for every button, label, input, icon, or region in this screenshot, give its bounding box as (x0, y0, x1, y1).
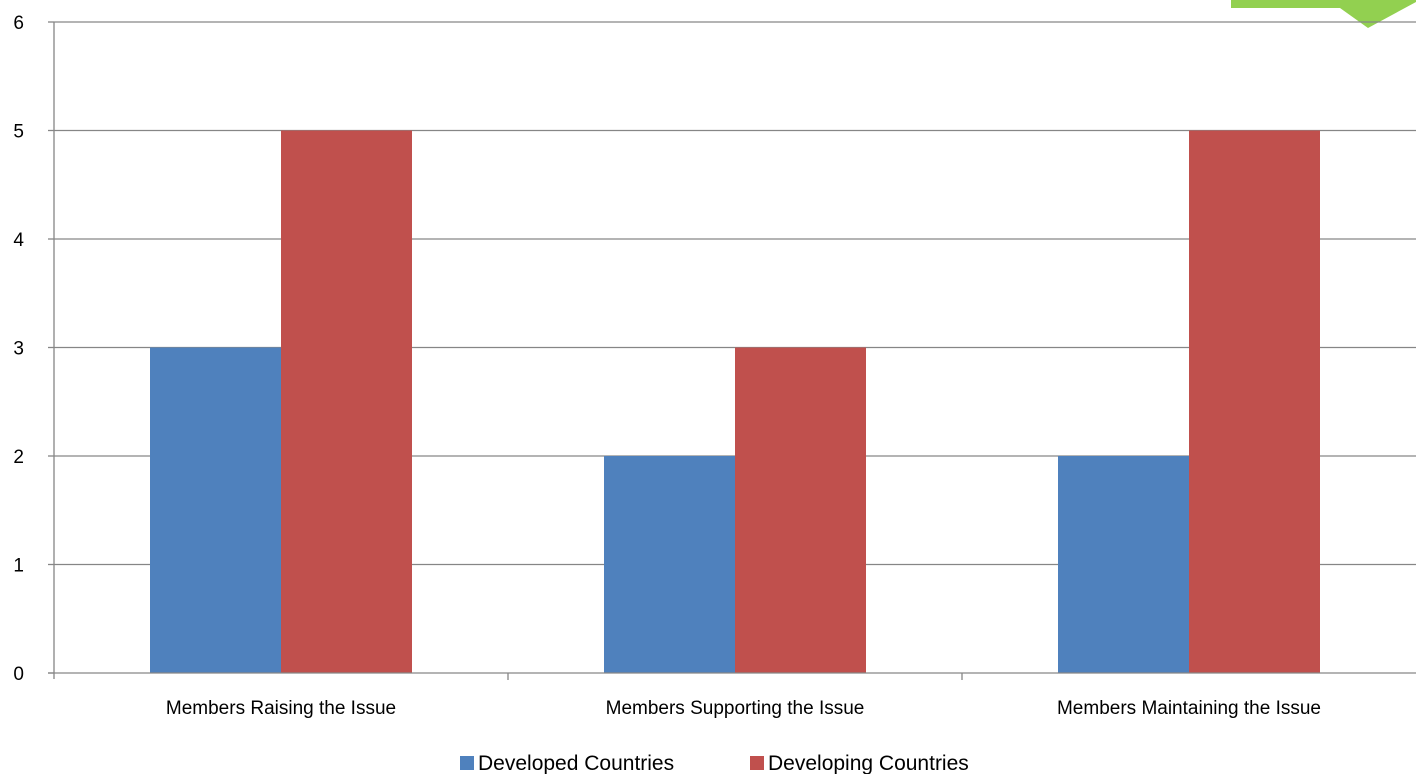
y-tick-label: 5 (13, 122, 24, 143)
legend-label: Developed Countries (478, 752, 674, 774)
y-tick-label: 2 (13, 447, 24, 468)
legend-swatch (460, 756, 474, 770)
y-tick-label: 4 (13, 230, 24, 251)
bar (1058, 456, 1189, 673)
y-tick-label: 3 (13, 339, 24, 360)
y-tick-label: 6 (13, 13, 24, 34)
legend-label: Developing Countries (768, 752, 969, 774)
legend-swatch (750, 756, 764, 770)
bar (1189, 130, 1320, 673)
x-category-label: Members Supporting the Issue (606, 698, 865, 719)
bar (604, 456, 735, 673)
bar (735, 347, 866, 673)
x-category-label: Members Maintaining the Issue (1057, 698, 1321, 719)
y-tick-label: 0 (13, 664, 24, 685)
green-arrow-shape (1231, 0, 1416, 28)
x-category-label: Members Raising the Issue (166, 698, 396, 719)
y-tick-label: 1 (13, 556, 24, 577)
bar (150, 347, 281, 673)
bar (281, 130, 412, 673)
